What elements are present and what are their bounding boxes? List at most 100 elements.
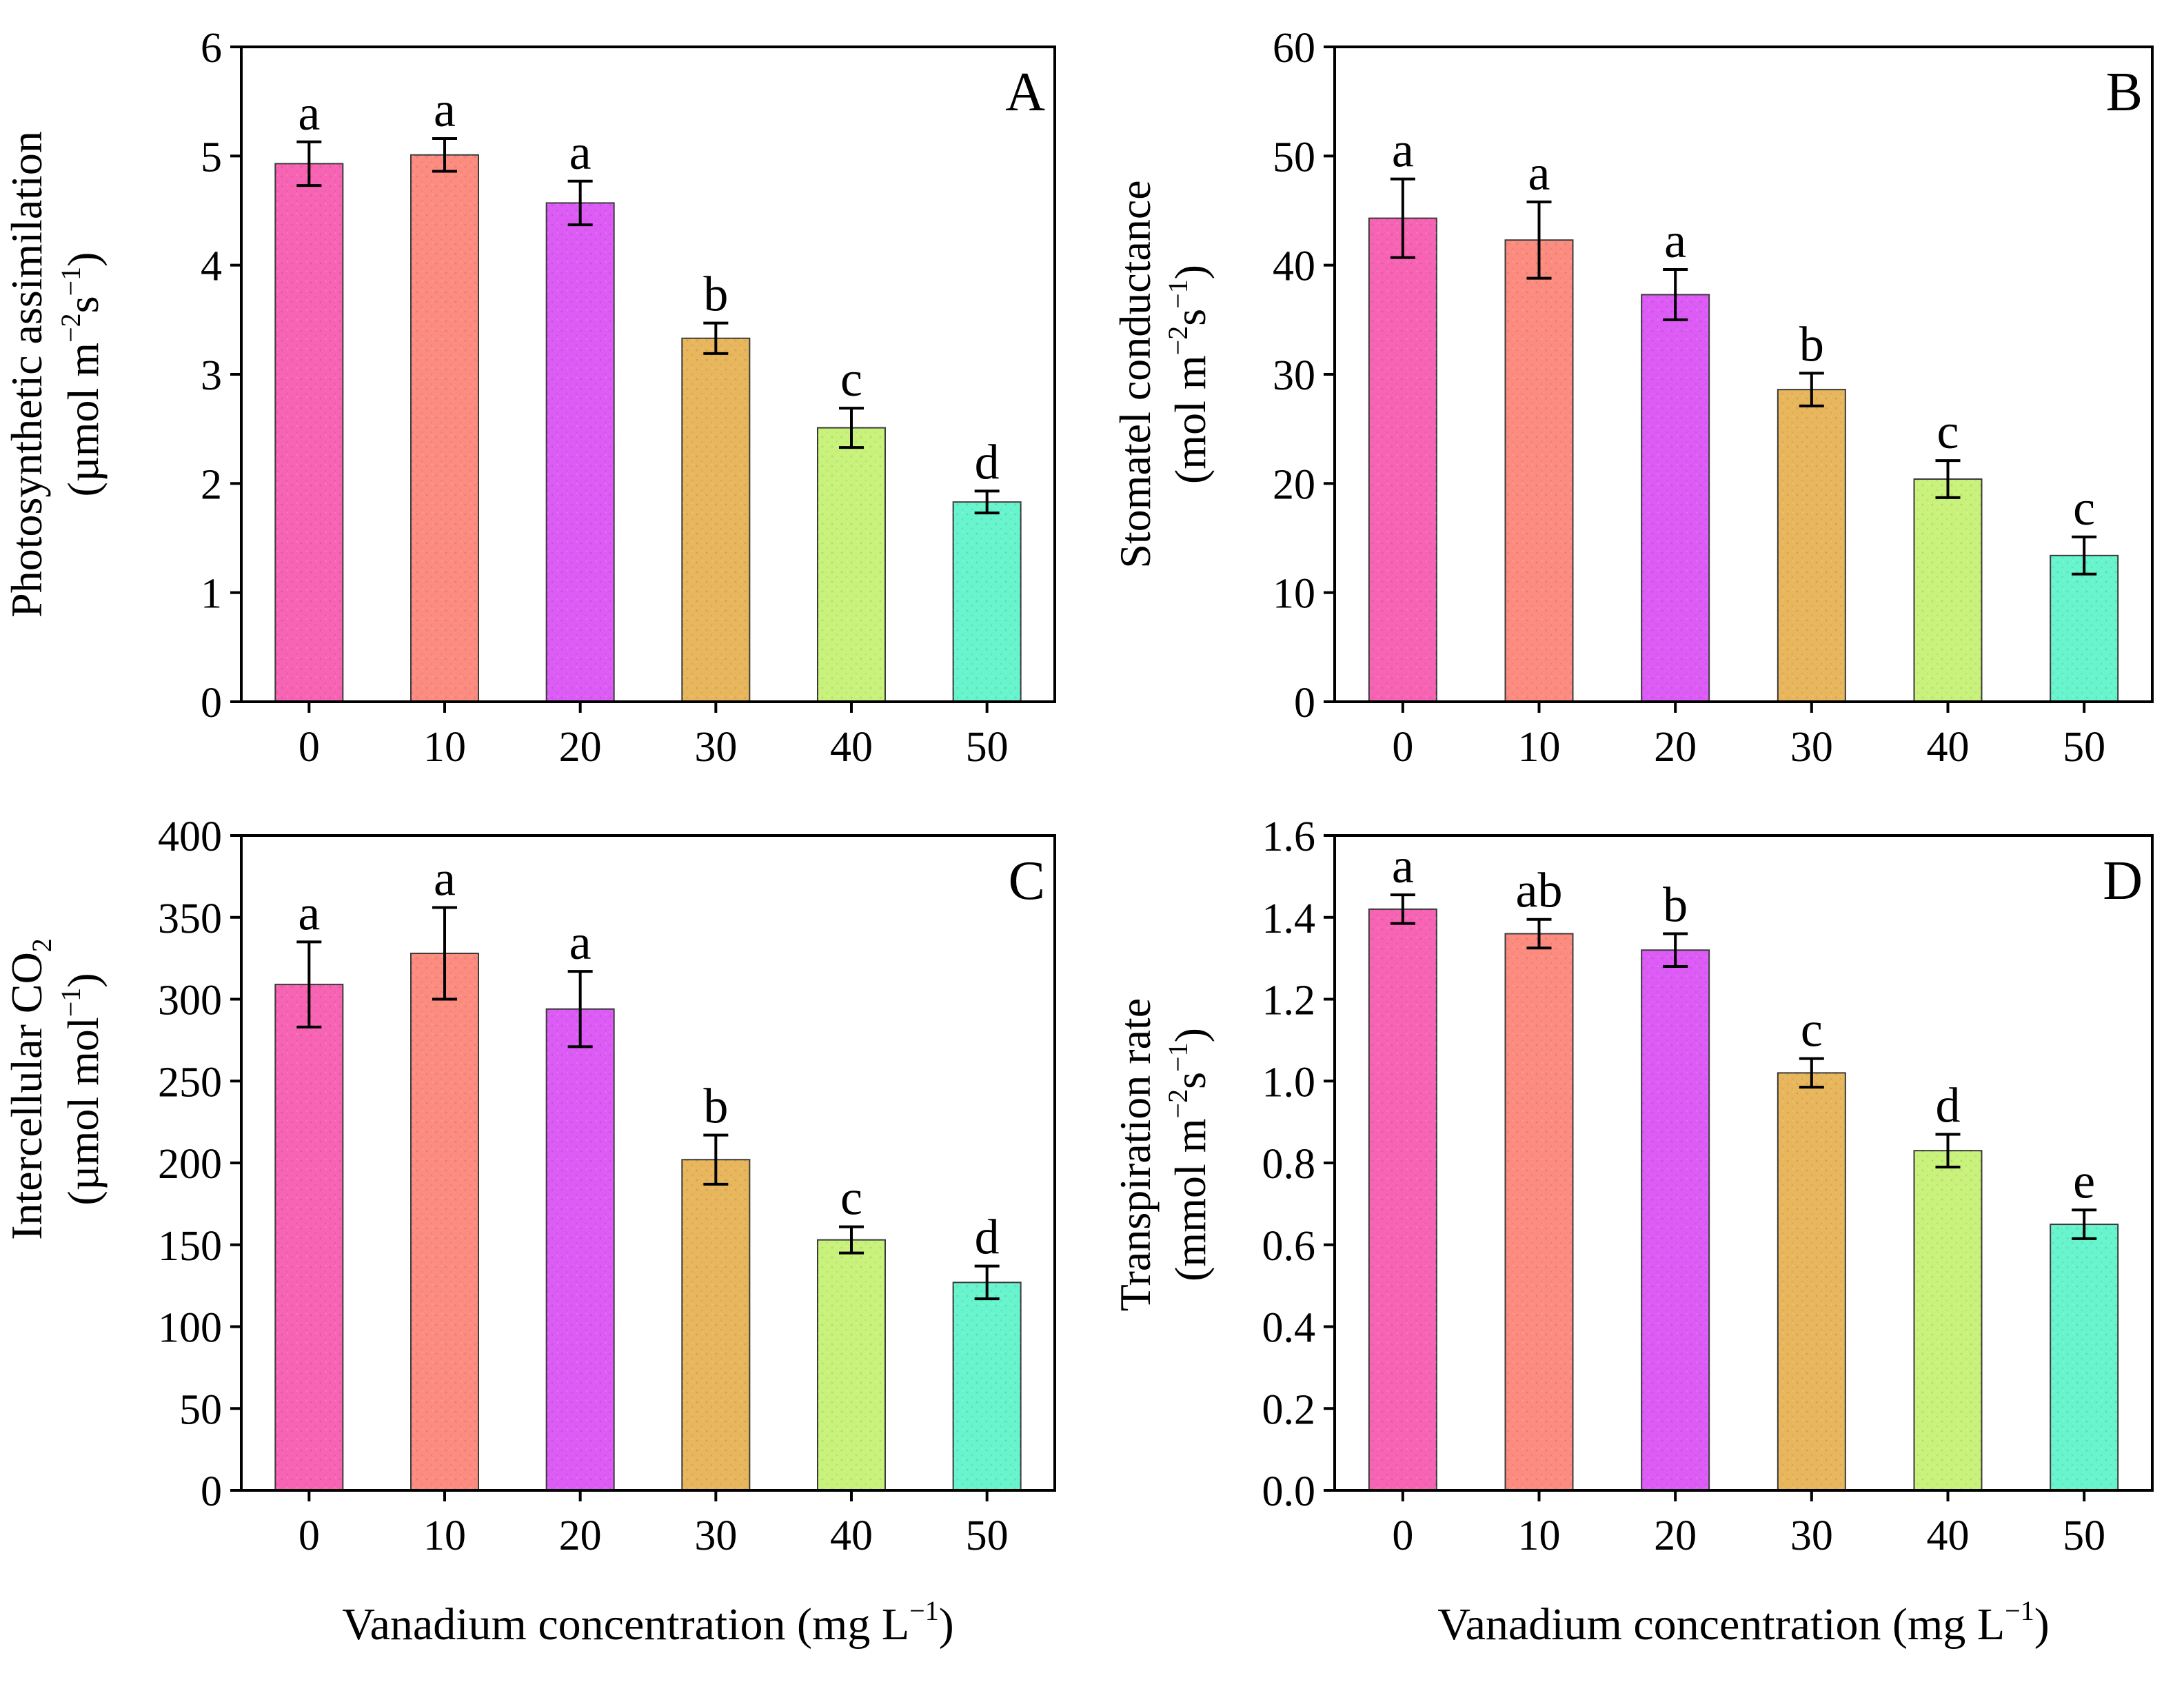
- significance-letter: c: [2073, 480, 2095, 536]
- significance-letter: a: [1392, 123, 1414, 178]
- x-tick-label: 20: [559, 1512, 602, 1559]
- significance-letter: a: [298, 85, 320, 141]
- significance-letter: a: [569, 125, 592, 180]
- x-tick-label: 40: [1927, 724, 1970, 771]
- y-axis-units: (µmol m−2s−1): [55, 252, 108, 497]
- y-axis-units: (mmol m−2s−1): [1162, 1028, 1215, 1281]
- bar-texture: [1777, 389, 1846, 702]
- x-tick-label: 30: [1790, 724, 1833, 771]
- significance-letter: c: [1801, 1002, 1823, 1057]
- y-tick-label: 1.2: [1262, 977, 1316, 1024]
- y-tick-label: 350: [158, 895, 222, 942]
- significance-letter: b: [703, 267, 728, 322]
- y-tick-label: 6: [201, 25, 222, 72]
- y-tick-label: 50: [1273, 134, 1315, 181]
- significance-letter: a: [434, 851, 456, 906]
- x-tick-label: 40: [1927, 1512, 1970, 1559]
- x-tick-label: 0: [299, 1512, 320, 1559]
- significance-letter: c: [840, 352, 862, 407]
- x-tick-label: 20: [559, 724, 602, 771]
- bar-texture: [546, 203, 614, 702]
- panel-letter: C: [1009, 851, 1045, 911]
- significance-letter: b: [703, 1079, 728, 1134]
- plot-frame: [1333, 45, 2154, 703]
- bar-texture: [818, 427, 885, 702]
- y-axis-title: Intercellular CO2: [2, 938, 57, 1240]
- x-axis-title: Vanadium concentration (mg L−1): [1437, 1595, 2049, 1650]
- y-tick-label: 2: [201, 461, 222, 508]
- x-tick-label: 10: [423, 1512, 466, 1559]
- panel-letter: A: [1005, 62, 1045, 123]
- x-tick-label: 50: [2063, 1512, 2105, 1559]
- y-tick-label: 3: [201, 352, 222, 399]
- y-tick-label: 150: [158, 1223, 222, 1270]
- y-axis-units: (mol m−2s−1): [1162, 265, 1215, 484]
- panel-b-chart: a 0 a 10 a 20 b 30 c 40 c 50 0 10 20 30 40 50 60 B Stomatel …: [1111, 25, 2154, 771]
- y-tick-label: 300: [158, 977, 222, 1024]
- y-axis-title: Stomatel conductance: [1111, 180, 1160, 568]
- x-tick-label: 0: [299, 724, 320, 771]
- y-tick-label: 1.4: [1262, 895, 1316, 942]
- x-tick-label: 10: [423, 724, 466, 771]
- x-tick-label: 40: [830, 1512, 873, 1559]
- bar-texture: [1777, 1073, 1846, 1490]
- x-tick-label: 20: [1654, 724, 1697, 771]
- y-tick-label: 5: [201, 134, 222, 181]
- y-axis-title: Transpiration rate: [1111, 998, 1160, 1311]
- panel-a-chart: a 0 a 10 a 20 b 30 c 40 d 50 0 1 2 3 4 5 6 A Photosynthetic …: [2, 25, 1056, 771]
- bar-texture: [1914, 1151, 1982, 1490]
- bar-texture: [953, 1282, 1021, 1490]
- y-tick-label: 0: [201, 1468, 222, 1515]
- y-tick-label: 0: [201, 680, 222, 727]
- significance-letter: a: [298, 885, 320, 940]
- x-tick-label: 10: [1518, 1512, 1561, 1559]
- bar-texture: [1914, 479, 1982, 702]
- x-tick-label: 40: [830, 724, 873, 771]
- significance-letter: c: [1937, 404, 1959, 459]
- significance-letter: d: [1936, 1077, 1961, 1133]
- plot-frame: [240, 834, 1056, 1492]
- bar-texture: [275, 984, 343, 1490]
- plot-frame: [240, 45, 1056, 703]
- panel-letter: B: [2106, 62, 2143, 123]
- panel-letter: D: [2103, 851, 2143, 911]
- x-tick-label: 50: [2063, 724, 2105, 771]
- plot-frame: [1333, 834, 2154, 1492]
- y-tick-label: 400: [158, 813, 222, 860]
- x-tick-label: 20: [1654, 1512, 1697, 1559]
- significance-letter: b: [1799, 316, 1824, 372]
- bar-texture: [818, 1239, 885, 1490]
- y-tick-label: 50: [179, 1386, 222, 1433]
- y-tick-label: 0.6: [1262, 1223, 1316, 1270]
- significance-letter: ab: [1516, 863, 1563, 918]
- significance-letter: e: [2073, 1153, 2095, 1208]
- x-tick-label: 0: [1392, 724, 1413, 771]
- bar-texture: [1505, 240, 1573, 702]
- y-tick-label: 0.8: [1262, 1141, 1316, 1188]
- bar-texture: [2050, 1224, 2119, 1490]
- significance-letter: d: [975, 434, 1000, 489]
- bar-texture: [275, 163, 343, 702]
- bar-texture: [682, 1159, 750, 1490]
- y-tick-label: 1.0: [1262, 1059, 1316, 1106]
- bar-texture: [1505, 933, 1573, 1490]
- x-tick-label: 0: [1392, 1512, 1413, 1559]
- y-tick-label: 0: [1294, 680, 1315, 727]
- significance-letter: a: [569, 915, 592, 970]
- bar-texture: [1368, 909, 1437, 1490]
- x-tick-label: 50: [966, 1512, 1009, 1559]
- bar-texture: [546, 1009, 614, 1490]
- bar-texture: [1641, 950, 1710, 1490]
- y-axis-title: Photosynthetic assimilation: [2, 131, 51, 618]
- significance-letter: b: [1663, 878, 1688, 933]
- bar-texture: [682, 338, 750, 702]
- y-tick-label: 250: [158, 1059, 222, 1106]
- x-tick-label: 50: [966, 724, 1009, 771]
- x-tick-label: 30: [1790, 1512, 1833, 1559]
- y-tick-label: 40: [1273, 243, 1315, 290]
- y-tick-label: 4: [201, 243, 222, 290]
- x-tick-label: 10: [1518, 724, 1561, 771]
- significance-letter: a: [1392, 838, 1414, 893]
- y-tick-label: 0.4: [1262, 1305, 1316, 1352]
